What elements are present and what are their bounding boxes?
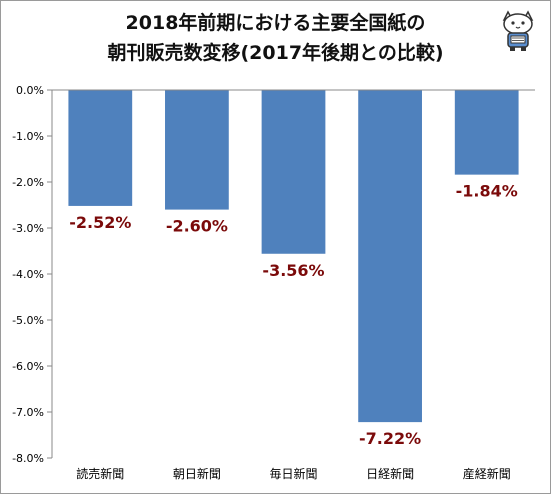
data-label: -7.22% bbox=[359, 429, 421, 448]
x-tick-label: 毎日新聞 bbox=[269, 466, 317, 481]
bar bbox=[261, 90, 326, 254]
y-tick-label: 0.0% bbox=[16, 84, 44, 97]
y-tick-label: -5.0% bbox=[12, 314, 44, 327]
y-tick-label: -6.0% bbox=[12, 360, 44, 373]
x-tick-label: 朝日新聞 bbox=[173, 466, 221, 481]
bar bbox=[454, 90, 519, 175]
bar bbox=[358, 90, 422, 423]
y-tick-label: -2.0% bbox=[12, 176, 44, 189]
data-label: -2.60% bbox=[166, 217, 228, 236]
y-tick-label: -8.0% bbox=[12, 452, 44, 465]
x-tick-label: 産経新聞 bbox=[463, 466, 511, 481]
y-tick-label: -1.0% bbox=[12, 130, 44, 143]
x-tick-label: 日経新聞 bbox=[366, 466, 414, 481]
data-label: -1.84% bbox=[456, 182, 518, 201]
chart-title-line-1: 2018年前期における主要全国紙の bbox=[125, 12, 426, 34]
y-tick-label: -4.0% bbox=[12, 268, 44, 281]
chart-title: 2018年前期における主要全国紙の 朝刊販売数変移(2017年後期との比較) bbox=[0, 8, 551, 68]
chart-title-line-2: 朝刊販売数変移(2017年後期との比較) bbox=[107, 42, 444, 64]
cat-mascot-icon bbox=[502, 10, 534, 51]
y-tick-label: -7.0% bbox=[12, 406, 44, 419]
y-tick-label: -3.0% bbox=[12, 222, 44, 235]
x-tick-label: 読売新聞 bbox=[76, 466, 124, 481]
bar bbox=[165, 90, 229, 210]
data-label: -2.52% bbox=[69, 213, 131, 232]
bar bbox=[68, 90, 133, 206]
data-label: -3.56% bbox=[262, 261, 324, 280]
